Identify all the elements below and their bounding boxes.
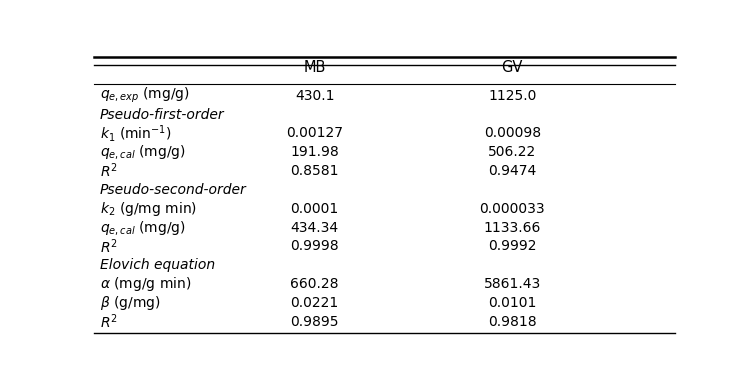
Text: 0.00127: 0.00127 (286, 126, 343, 140)
Text: $q_{e,cal}$ (mg/g): $q_{e,cal}$ (mg/g) (100, 219, 185, 237)
Text: 0.000033: 0.000033 (479, 202, 545, 216)
Text: 0.9895: 0.9895 (290, 315, 339, 329)
Text: $R^2$: $R^2$ (100, 162, 117, 180)
Text: 0.9474: 0.9474 (488, 164, 536, 178)
Text: Pseudo-first-order: Pseudo-first-order (100, 107, 224, 122)
Text: 660.28: 660.28 (290, 277, 339, 291)
Text: 0.9998: 0.9998 (290, 239, 339, 253)
Text: $\beta$ (g/mg): $\beta$ (g/mg) (100, 294, 160, 312)
Text: 0.0221: 0.0221 (290, 296, 339, 310)
Text: 1125.0: 1125.0 (488, 89, 536, 103)
Text: $R^2$: $R^2$ (100, 312, 117, 331)
Text: 506.22: 506.22 (488, 145, 536, 159)
Text: 1133.66: 1133.66 (484, 221, 541, 235)
Text: 430.1: 430.1 (295, 89, 334, 103)
Text: $k_2$ (g/mg min): $k_2$ (g/mg min) (100, 200, 196, 218)
Text: 0.8581: 0.8581 (290, 164, 339, 178)
Text: 0.0001: 0.0001 (290, 202, 339, 216)
Text: 0.9992: 0.9992 (488, 239, 536, 253)
Text: $\alpha$ (mg/g min): $\alpha$ (mg/g min) (100, 275, 191, 293)
Text: Pseudo-second-order: Pseudo-second-order (100, 183, 246, 197)
Text: 434.34: 434.34 (290, 221, 339, 235)
Text: $R^2$: $R^2$ (100, 237, 117, 256)
Text: 0.9818: 0.9818 (488, 315, 536, 329)
Text: $k_1$ (min$^{-1}$): $k_1$ (min$^{-1}$) (100, 123, 171, 144)
Text: Elovich equation: Elovich equation (100, 258, 214, 272)
Text: $q_{e,cal}$ (mg/g): $q_{e,cal}$ (mg/g) (100, 143, 185, 161)
Text: 0.0101: 0.0101 (488, 296, 536, 310)
Text: 5861.43: 5861.43 (484, 277, 541, 291)
Text: MB: MB (304, 60, 326, 75)
Text: GV: GV (502, 60, 523, 75)
Text: 0.00098: 0.00098 (484, 126, 541, 140)
Text: $q_{e,exp}$ (mg/g): $q_{e,exp}$ (mg/g) (100, 86, 190, 105)
Text: 191.98: 191.98 (290, 145, 339, 159)
